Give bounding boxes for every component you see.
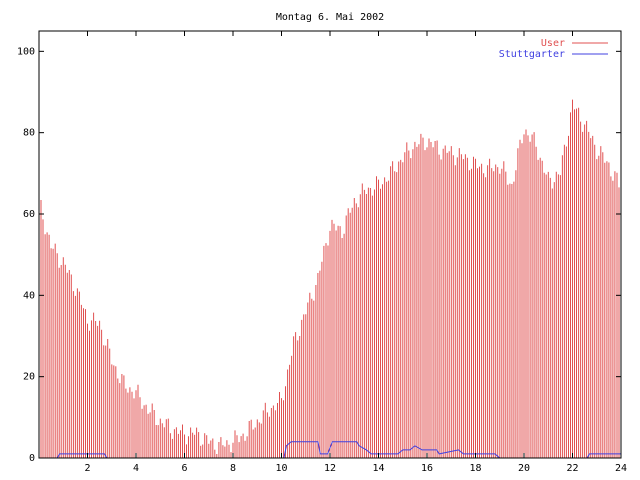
y-tick-label: 20: [23, 372, 35, 383]
user-bars: [38, 99, 620, 458]
y-tick-label: 0: [29, 453, 35, 464]
y-tick-label: 100: [17, 46, 35, 57]
x-tick-label: 10: [275, 463, 287, 474]
y-tick-label: 80: [23, 128, 35, 139]
x-tick-label: 12: [324, 463, 336, 474]
y-axis: 0 20 40 60 80 100: [17, 46, 621, 464]
x-tick-label: 18: [469, 463, 481, 474]
y-tick-label: 60: [23, 209, 35, 220]
legend-label-stuttgarter: Stuttgarter: [499, 49, 565, 60]
chart-title: Montag 6. Mai 2002: [276, 12, 384, 23]
x-tick-label: 4: [133, 463, 139, 474]
x-tick-label: 24: [615, 463, 627, 474]
x-tick-label: 6: [181, 463, 187, 474]
x-tick-label: 8: [230, 463, 236, 474]
x-tick-label: 22: [566, 463, 578, 474]
x-axis: 2 4 6 8 10 12 14 16 18 20 22 24: [84, 31, 627, 474]
x-tick-label: 2: [84, 463, 90, 474]
y-tick-label: 40: [23, 290, 35, 301]
x-tick-label: 16: [421, 463, 433, 474]
legend-label-user: User: [541, 38, 565, 49]
legend: User Stuttgarter: [499, 38, 608, 60]
x-tick-label: 14: [372, 463, 384, 474]
x-tick-label: 20: [518, 463, 530, 474]
